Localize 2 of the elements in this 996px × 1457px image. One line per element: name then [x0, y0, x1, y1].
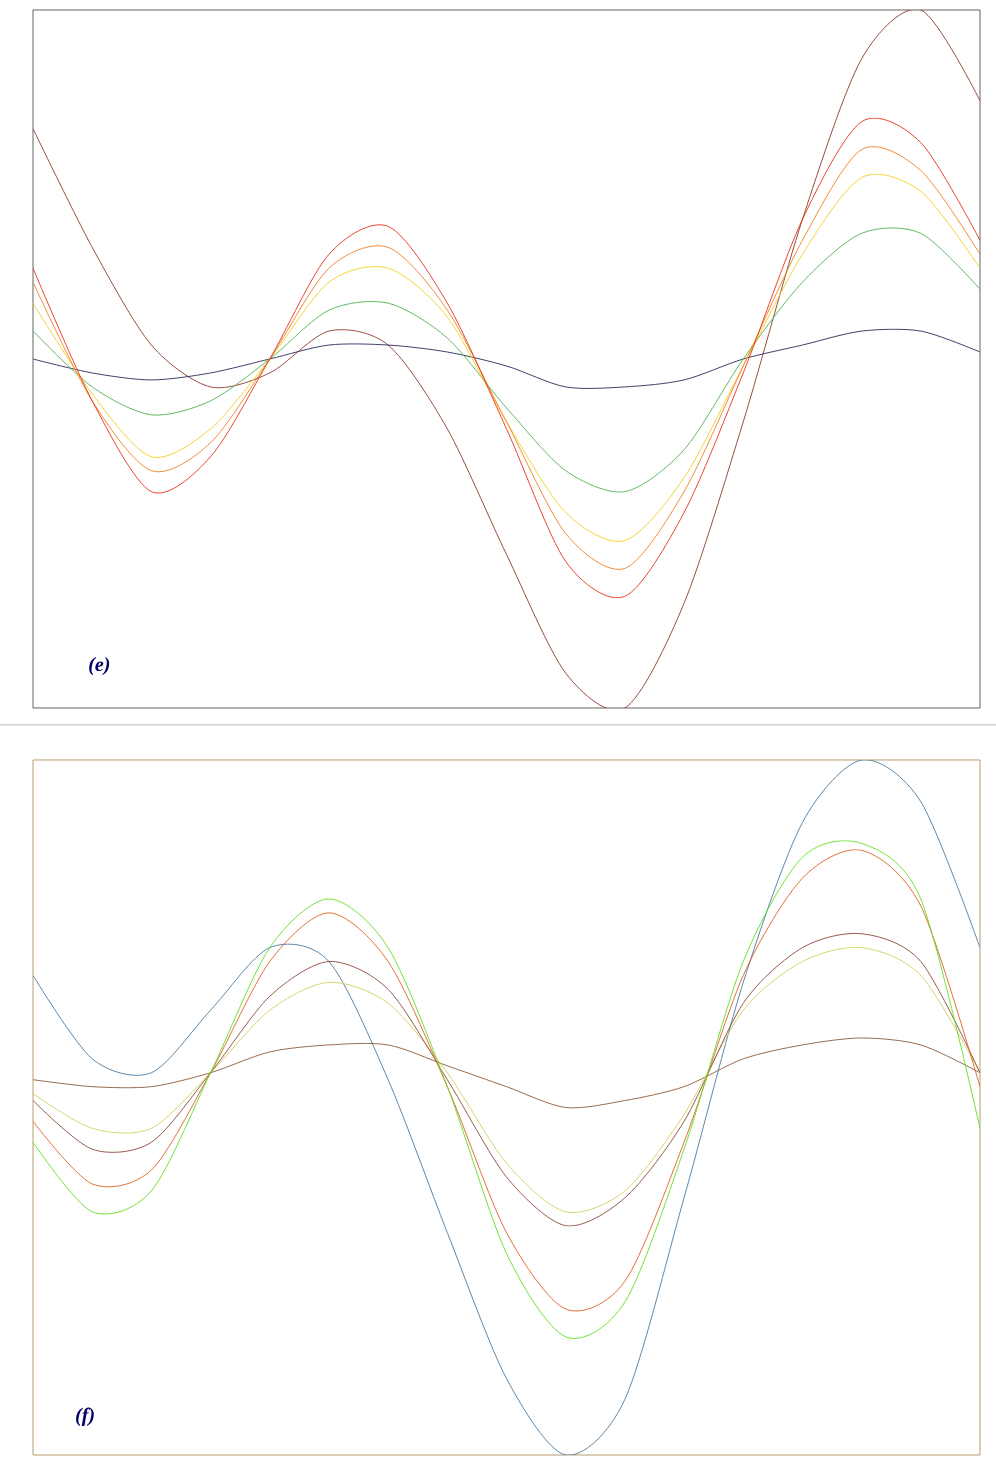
annotation: (f) — [76, 1407, 94, 1426]
annotation: (e) — [89, 657, 110, 676]
